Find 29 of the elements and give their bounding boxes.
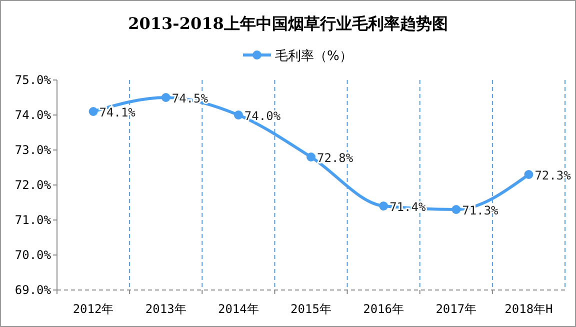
data-label: 72.8% (317, 151, 354, 165)
point (306, 152, 316, 162)
x-tick-label: 2015年 (290, 302, 332, 316)
y-tick-label: 69.0% (14, 283, 52, 297)
y-tick-label: 73.0% (14, 143, 52, 157)
y-tick-label: 75.0% (14, 73, 52, 87)
point (88, 107, 98, 116)
y-tick-label: 72.0% (14, 178, 52, 192)
data-label: 72.3% (534, 168, 572, 182)
point (234, 110, 243, 120)
point (161, 93, 170, 102)
y-tick-label: 71.0% (14, 213, 52, 227)
data-label: 74.0% (244, 109, 282, 123)
x-tick-label: 2016年 (363, 302, 404, 316)
data-label: 71.4% (390, 200, 426, 214)
x-tick-label: 2012年 (72, 302, 114, 316)
x-tick-label: 2014年 (218, 302, 259, 316)
point (379, 202, 388, 210)
data-label: 74.1% (99, 106, 136, 120)
y-tick-label: 70.0% (14, 248, 52, 262)
y-tick-label: 74.0% (14, 108, 52, 122)
data-label: 71.3% (462, 204, 500, 218)
x-tick-label: 2013年 (145, 302, 186, 316)
legend-label: 毛利率（%） (275, 48, 352, 64)
point (524, 170, 534, 179)
point (452, 205, 461, 214)
chart-title: 2013-2018上年中国烟草行业毛利率趋势图 (128, 14, 448, 33)
x-tick-label: 2017年 (436, 302, 477, 316)
x-tick-label: 2018年H (504, 302, 553, 316)
